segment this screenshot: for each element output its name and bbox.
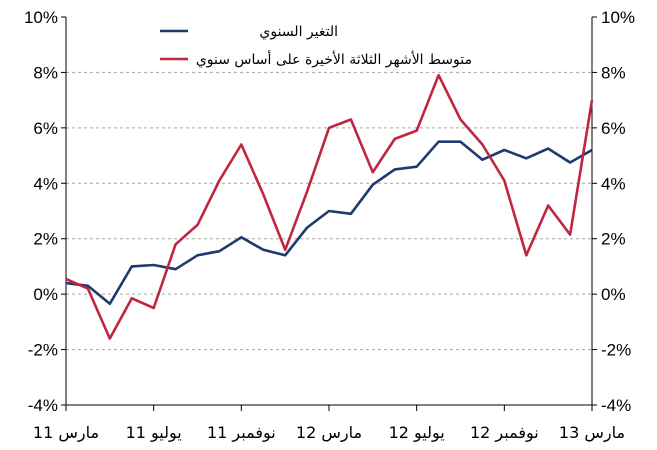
x-tick-label: مارس 13 bbox=[559, 423, 625, 443]
legend: التغير السنوي متوسط الأشهر الثلاثة الأخي… bbox=[160, 24, 472, 68]
x-tick-label: يوليو 12 bbox=[389, 423, 445, 443]
y-tick-label-left: 8% bbox=[33, 63, 58, 82]
series-line-annual bbox=[65, 140, 593, 306]
y-tick-label-right: 6% bbox=[601, 119, 626, 138]
series-lines bbox=[65, 73, 594, 340]
y-tick-label-right: 2% bbox=[601, 230, 626, 249]
x-tick-label: يوليو 11 bbox=[126, 423, 182, 443]
legend-label-3m-average: متوسط الأشهر الثلاثة الأخيرة على أساس سن… bbox=[196, 50, 472, 68]
y-tick-label-left: -4% bbox=[28, 396, 58, 415]
y-tick-label-left: 2% bbox=[33, 230, 58, 249]
y-axis-left-ticks: -4% -2% 0% 2% 4% 6% 8% 10% bbox=[24, 8, 66, 415]
y-tick-label-right: -4% bbox=[601, 396, 631, 415]
y-tick-label-right: 4% bbox=[601, 174, 626, 193]
x-tick-label: نوفمبر 11 bbox=[207, 423, 276, 443]
series-line-3m-average bbox=[65, 73, 594, 340]
y-tick-label-left: 0% bbox=[33, 285, 58, 304]
y-tick-label-right: 10% bbox=[601, 8, 635, 27]
y-tick-label-left: 10% bbox=[24, 8, 58, 27]
y-tick-label-right: -2% bbox=[601, 341, 631, 360]
y-tick-label-right: 0% bbox=[601, 285, 626, 304]
x-tick-label: نوفمبر 12 bbox=[470, 423, 539, 443]
legend-label-annual: التغير السنوي bbox=[259, 24, 338, 40]
y-tick-label-right: 8% bbox=[601, 63, 626, 82]
y-tick-label-left: 6% bbox=[33, 119, 58, 138]
y-axis-right-ticks: -4% -2% 0% 2% 4% 6% 8% 10% bbox=[592, 8, 635, 415]
x-tick-label: مارس 11 bbox=[33, 423, 99, 443]
y-tick-label-left: 4% bbox=[33, 174, 58, 193]
y-tick-label-left: -2% bbox=[28, 341, 58, 360]
x-tick-label: مارس 12 bbox=[296, 423, 362, 443]
x-axis-ticks: مارس 11 يوليو 11 نوفمبر 11 مارس 12 يوليو 12 ن… bbox=[33, 405, 625, 443]
